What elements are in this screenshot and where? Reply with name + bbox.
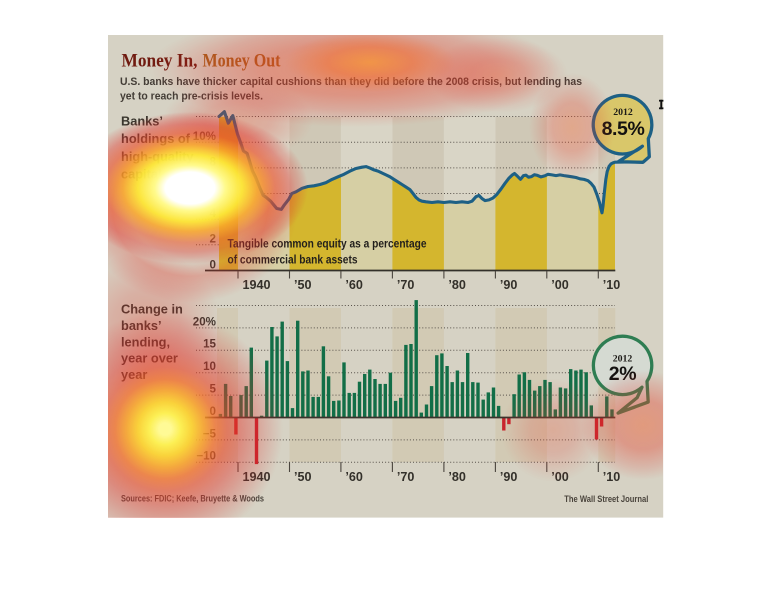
svg-text:4: 4 <box>210 207 217 220</box>
svg-text:8: 8 <box>210 156 217 169</box>
svg-text:Money In,: Money In, <box>122 50 198 71</box>
svg-text:2012: 2012 <box>613 107 633 118</box>
svg-text:0: 0 <box>210 258 216 271</box>
svg-text:’10: ’10 <box>603 470 621 484</box>
svg-text:Tangible common equity as a pe: Tangible common equity as a percentage <box>228 237 427 251</box>
svg-text:Change in: Change in <box>121 302 183 317</box>
svg-text:1940: 1940 <box>243 470 271 484</box>
svg-text:Sources: FDIC; Keefe, Bruyette: Sources: FDIC; Keefe, Bruyette & Woods <box>121 494 264 505</box>
svg-text:’10: ’10 <box>603 278 621 292</box>
svg-text:20%: 20% <box>193 315 216 328</box>
svg-text:8.5%: 8.5% <box>602 118 645 140</box>
svg-text:year over: year over <box>121 351 178 366</box>
svg-text:’00: ’00 <box>551 470 569 484</box>
svg-text:15: 15 <box>203 338 216 351</box>
svg-text:0: 0 <box>210 405 216 418</box>
svg-text:’70: ’70 <box>397 278 415 292</box>
svg-text:of commercial bank assets: of commercial bank assets <box>228 253 358 267</box>
svg-text:−5: −5 <box>203 427 217 440</box>
svg-text:6: 6 <box>210 181 217 194</box>
svg-text:5: 5 <box>210 383 217 396</box>
svg-text:’70: ’70 <box>397 470 415 484</box>
svg-text:’90: ’90 <box>500 470 518 484</box>
svg-text:holdings of: holdings of <box>121 131 191 146</box>
svg-text:−10: −10 <box>196 450 216 463</box>
svg-text:’60: ’60 <box>345 470 363 484</box>
svg-text:The Wall Street Journal: The Wall Street Journal <box>564 494 648 505</box>
svg-text:year: year <box>121 367 147 382</box>
svg-text:yet to reach pre-crisis levels: yet to reach pre-crisis levels. <box>120 91 263 103</box>
svg-text:1940: 1940 <box>243 278 271 292</box>
svg-text:’60: ’60 <box>345 278 363 292</box>
svg-text:’50: ’50 <box>294 278 312 292</box>
svg-text:10: 10 <box>203 360 216 373</box>
svg-text:’50: ’50 <box>294 470 312 484</box>
svg-text:high-quality: high-quality <box>121 149 194 164</box>
svg-text:’90: ’90 <box>500 278 518 292</box>
svg-text:capital: capital <box>121 167 162 182</box>
svg-text:Banks’: Banks’ <box>121 114 163 129</box>
svg-text:2%: 2% <box>609 363 636 385</box>
svg-text:’00: ’00 <box>551 278 569 292</box>
svg-text:banks’: banks’ <box>121 318 162 333</box>
svg-text:’80: ’80 <box>448 470 466 484</box>
svg-text:10%: 10% <box>193 130 216 143</box>
svg-text:lending,: lending, <box>121 334 170 349</box>
svg-text:Money Out: Money Out <box>203 50 282 71</box>
svg-text:’80: ’80 <box>448 278 466 292</box>
svg-text:U.S. banks have thicker capita: U.S. banks have thicker capital cushions… <box>120 76 582 88</box>
svg-text:2: 2 <box>210 233 216 246</box>
